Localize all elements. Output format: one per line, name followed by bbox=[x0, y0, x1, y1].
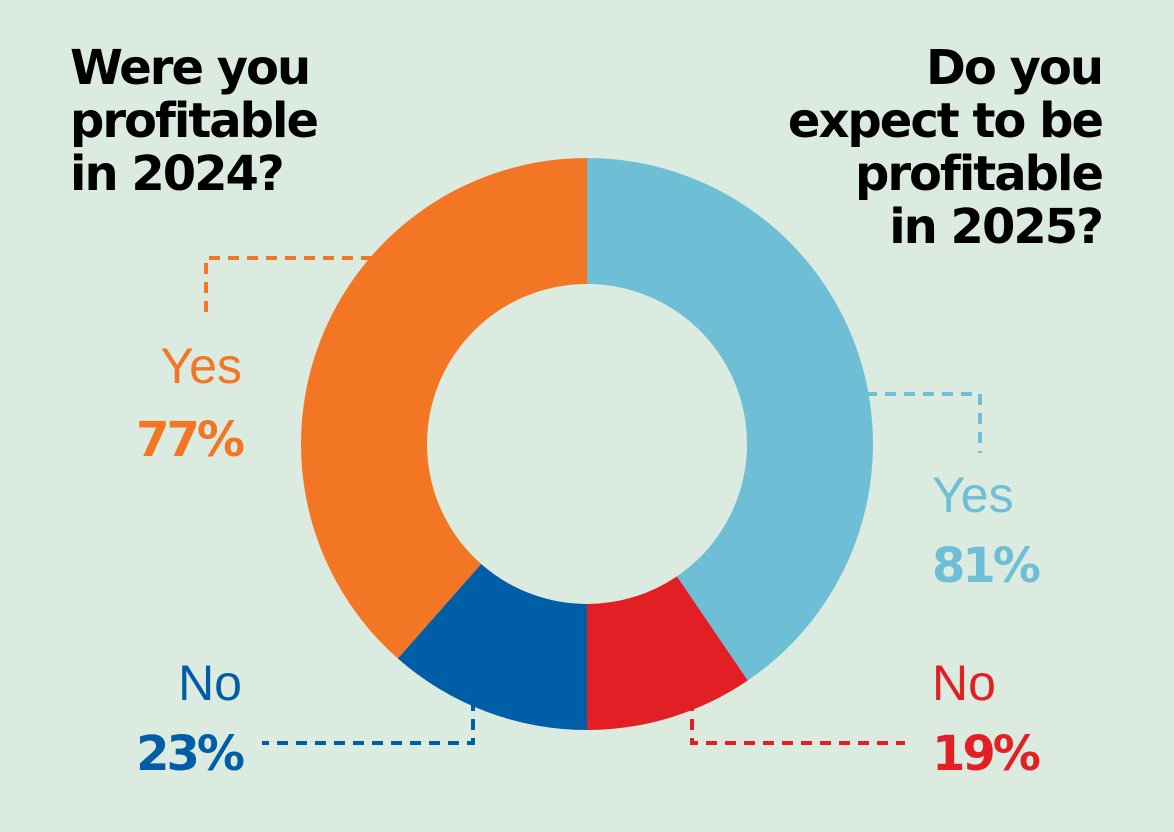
value-no-2024: 23% bbox=[136, 726, 244, 782]
slice-no-2024 bbox=[397, 564, 587, 730]
label-yes-2025: Yes bbox=[932, 467, 1014, 523]
label-no-2024: No bbox=[178, 655, 242, 711]
label-yes-2024: Yes bbox=[160, 338, 242, 394]
slice-yes-2024 bbox=[301, 158, 587, 659]
question-2024: Were you profitable in 2024? bbox=[70, 40, 319, 202]
leader-line-no-2025 bbox=[690, 700, 905, 745]
leader-line-yes-2025 bbox=[866, 392, 982, 453]
question-2025: Do you expect to be profitable in 2025? bbox=[787, 40, 1104, 255]
slice-yes-2025 bbox=[587, 158, 874, 681]
value-no-2025: 19% bbox=[932, 726, 1040, 782]
label-no-2025: No bbox=[932, 655, 996, 711]
slice-no-2025 bbox=[587, 576, 748, 730]
leader-line-no-2024 bbox=[262, 700, 475, 745]
value-yes-2024: 77% bbox=[136, 412, 244, 468]
value-yes-2025: 81% bbox=[932, 538, 1040, 594]
